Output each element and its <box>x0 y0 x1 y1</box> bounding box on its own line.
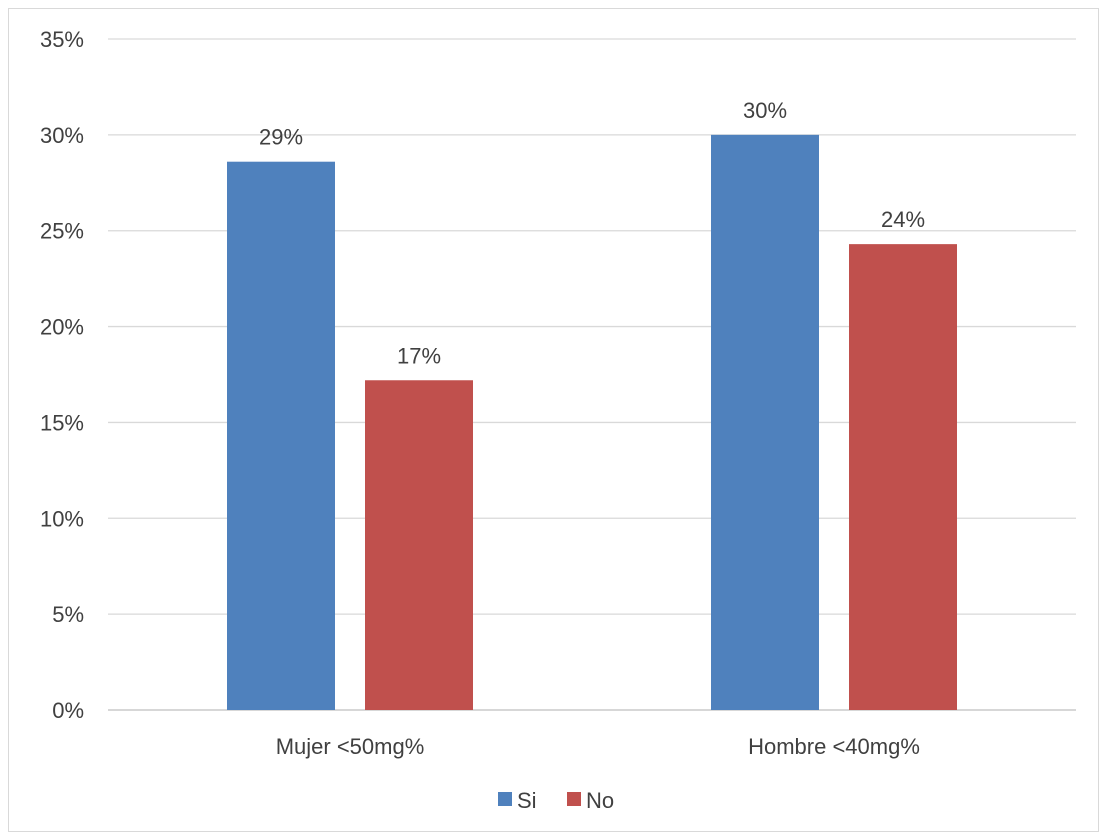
bar-si <box>227 161 335 710</box>
legend-label: No <box>586 788 614 813</box>
category-label: Hombre <40mg% <box>748 734 920 759</box>
bar-si <box>711 134 819 710</box>
legend-swatch-no <box>567 792 581 806</box>
y-tick-label: 5% <box>52 602 84 627</box>
y-tick-label: 35% <box>40 27 84 52</box>
y-tick-label: 10% <box>40 506 84 531</box>
data-label: 17% <box>397 343 441 368</box>
bar-no <box>849 244 957 711</box>
y-tick-label: 25% <box>40 219 84 244</box>
y-tick-label: 20% <box>40 315 84 340</box>
data-label: 24% <box>881 207 925 232</box>
data-label: 30% <box>743 98 787 123</box>
bar-no <box>365 380 473 710</box>
y-tick-label: 0% <box>52 698 84 723</box>
legend-label: Si <box>517 788 537 813</box>
legend-swatch-si <box>498 792 512 806</box>
y-tick-label: 15% <box>40 410 84 435</box>
category-label: Mujer <50mg% <box>276 734 425 759</box>
y-tick-label: 30% <box>40 123 84 148</box>
data-label: 29% <box>259 125 303 150</box>
